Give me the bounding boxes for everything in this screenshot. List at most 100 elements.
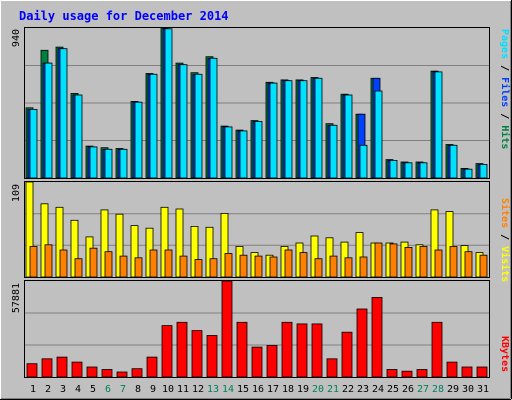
day-label-29: 29 <box>447 384 459 395</box>
day-label-24: 24 <box>372 384 384 395</box>
panel-2-ymax-label: 109 <box>11 184 22 202</box>
pages-bar-day-5 <box>89 146 98 179</box>
visits-bar-day-7 <box>115 213 124 278</box>
day-label-19: 19 <box>297 384 309 395</box>
pages-bar-day-18 <box>284 80 293 179</box>
day-label-8: 8 <box>135 384 141 395</box>
visits-bar-day-3 <box>55 206 64 278</box>
pages-bar-day-10 <box>164 28 173 179</box>
pages-bar-day-17 <box>269 82 278 179</box>
kbytes-bar-day-28 <box>431 321 443 378</box>
pages-bar-day-3 <box>59 48 68 179</box>
pages-bar-day-27 <box>419 162 428 179</box>
sites-bar-day-14 <box>224 253 233 278</box>
kbytes-bar-day-20 <box>311 323 323 378</box>
day-label-7: 7 <box>120 384 126 395</box>
day-label-11: 11 <box>177 384 189 395</box>
panel-kbytes: 57881 KBytes <box>11 280 510 378</box>
day-label-18: 18 <box>282 384 294 395</box>
day-label-26: 26 <box>402 384 414 395</box>
legend-part: Sites <box>499 198 511 228</box>
day-label-1: 1 <box>30 384 36 395</box>
pages-bar-day-7 <box>119 148 128 179</box>
sites-bar-day-4 <box>74 258 83 278</box>
kbytes-bar-day-31 <box>476 366 488 378</box>
pages-bar-day-30 <box>464 168 473 179</box>
sites-bar-day-27 <box>419 246 428 278</box>
visits-bar-day-29 <box>445 211 454 278</box>
visits-bar-day-6 <box>100 209 109 278</box>
legend-part: / <box>499 59 510 77</box>
kbytes-bar-day-5 <box>86 366 98 378</box>
pages-bar-day-20 <box>314 77 323 179</box>
kbytes-bar-day-17 <box>266 345 278 378</box>
kbytes-bar-day-2 <box>41 358 53 378</box>
legend-part: / <box>499 107 510 125</box>
pages-bar-day-24 <box>374 90 383 179</box>
day-label-10: 10 <box>162 384 174 395</box>
kbytes-bar-day-13 <box>206 335 218 378</box>
day-label-15: 15 <box>237 384 249 395</box>
sites-bar-day-11 <box>179 255 188 278</box>
pages-bar-day-22 <box>344 94 353 179</box>
kbytes-bar-day-26 <box>401 370 413 378</box>
panel-2-legend: Sites / Visits <box>499 198 511 282</box>
pages-bar-day-25 <box>389 159 398 179</box>
kbytes-bar-day-11 <box>176 321 188 378</box>
visits-bar-day-28 <box>430 209 439 278</box>
kbytes-bar-day-12 <box>191 330 203 378</box>
kbytes-bar-day-25 <box>386 369 398 378</box>
kbytes-bar-day-1 <box>26 363 38 378</box>
pages-bar-day-29 <box>449 144 458 179</box>
kbytes-bar-day-19 <box>296 323 308 378</box>
kbytes-bar-day-8 <box>131 368 143 378</box>
day-label-13: 13 <box>207 384 219 395</box>
panel-1-legend: Pages / Files / Hits <box>499 29 511 149</box>
sites-bar-day-10 <box>164 249 173 278</box>
legend-part: Visits <box>499 246 511 282</box>
pages-bar-day-31 <box>479 163 488 179</box>
sites-bar-day-15 <box>239 254 248 278</box>
legend-part: Files <box>499 77 511 107</box>
day-label-25: 25 <box>387 384 399 395</box>
day-label-3: 3 <box>60 384 66 395</box>
kbytes-bar-day-6 <box>101 369 113 378</box>
day-axis-labels: 1 2 3 4 5 6 7 8 9 10 11 12 13 14 15 16 17 18 19 20 21 22 23 24 2… <box>30 384 489 395</box>
sites-bar-day-20 <box>314 258 323 278</box>
visits-bar-day-4 <box>70 219 79 278</box>
panel-3-ymax-label: 57881 <box>11 283 22 313</box>
pages-bar-day-2 <box>44 62 53 179</box>
kbytes-bar-day-16 <box>251 346 263 378</box>
sites-bar-day-29 <box>449 246 458 278</box>
day-label-16: 16 <box>252 384 264 395</box>
chart-title: Daily usage for December 2014 <box>19 9 229 23</box>
day-label-9: 9 <box>150 384 156 395</box>
day-label-23: 23 <box>357 384 369 395</box>
legend-part: Pages <box>499 29 510 59</box>
pages-bar-day-13 <box>209 57 218 179</box>
sites-bar-day-31 <box>479 254 488 278</box>
panel-1-bars <box>25 27 488 179</box>
day-label-12: 12 <box>192 384 204 395</box>
day-label-17: 17 <box>267 384 279 395</box>
kbytes-bar-day-3 <box>56 356 68 378</box>
pages-bar-day-11 <box>179 64 188 179</box>
panel-3-legend: KBytes <box>499 336 510 372</box>
legend-part: Hits <box>499 125 511 149</box>
sites-bar-day-1 <box>29 246 38 278</box>
pages-bar-day-8 <box>134 101 143 179</box>
sites-bar-day-6 <box>104 251 113 278</box>
legend-part: / <box>499 228 510 246</box>
pages-bar-day-28 <box>434 71 443 179</box>
day-label-22: 22 <box>342 384 354 395</box>
kbytes-bar-day-4 <box>71 361 83 378</box>
pages-bar-day-12 <box>194 73 203 179</box>
kbytes-bar-day-21 <box>326 358 338 378</box>
panel-hits-files-pages: 940 Pages / Files / Hits <box>11 27 511 179</box>
sites-bar-day-23 <box>359 256 368 278</box>
visits-bar-day-13 <box>205 226 214 278</box>
pages-bar-day-6 <box>104 148 113 179</box>
sites-bar-day-3 <box>59 249 68 278</box>
pages-bar-day-26 <box>404 162 413 179</box>
pages-bar-day-1 <box>29 109 38 179</box>
